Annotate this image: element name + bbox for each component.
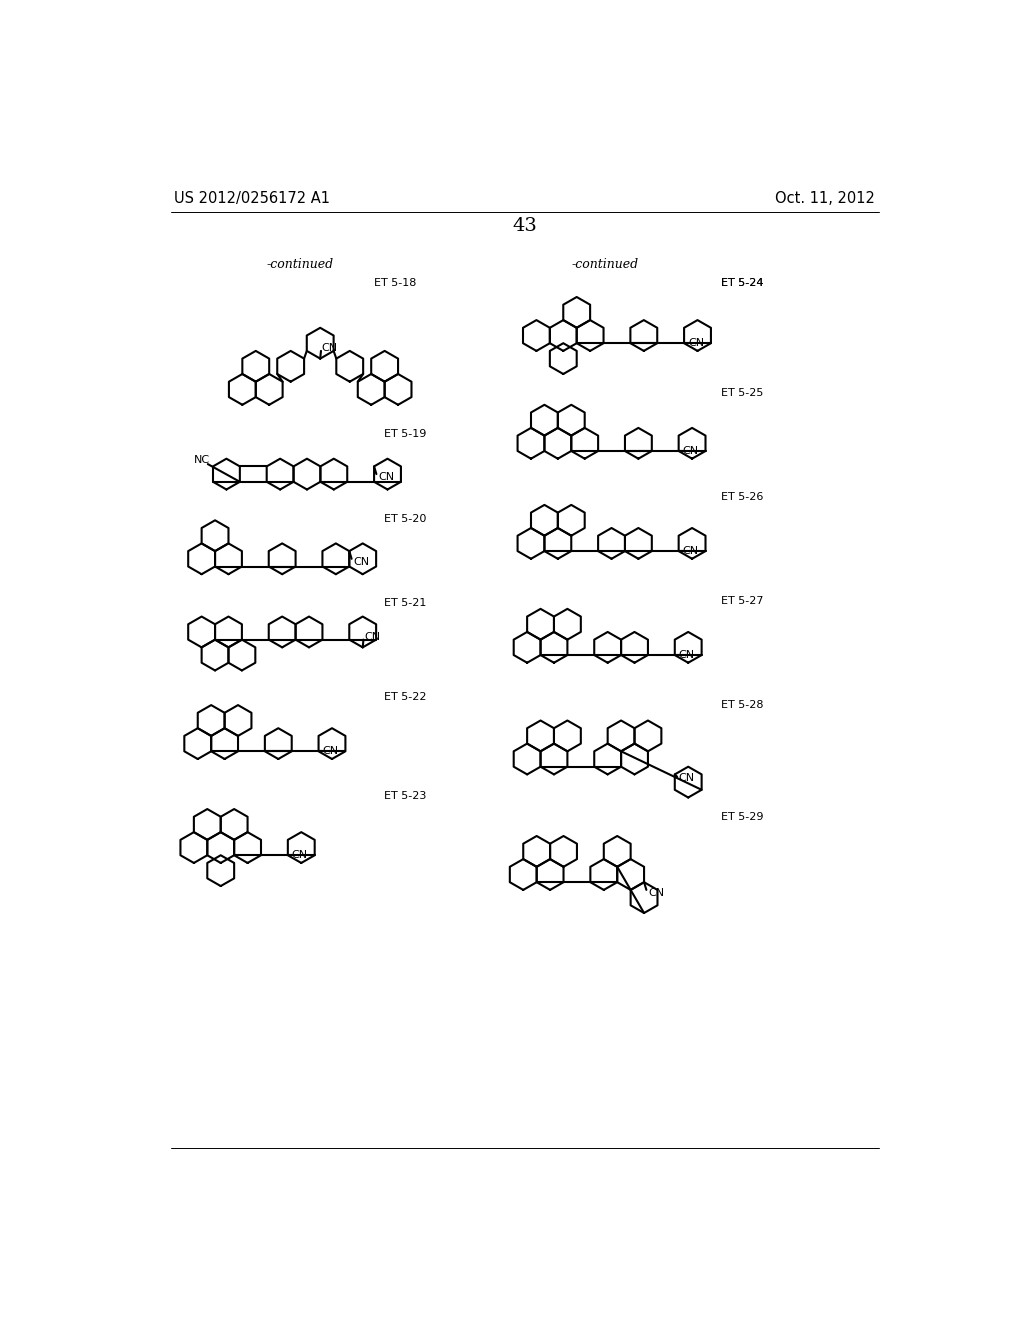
Text: ET 5-18: ET 5-18: [374, 279, 417, 288]
Text: CN: CN: [353, 557, 370, 566]
Text: -continued: -continued: [266, 259, 334, 271]
Text: CN: CN: [683, 546, 698, 556]
Text: CN: CN: [688, 338, 705, 348]
Text: CN: CN: [648, 888, 664, 898]
Text: ET 5-19: ET 5-19: [384, 429, 426, 440]
Text: ET 5-26: ET 5-26: [721, 492, 764, 502]
Text: ET 5-22: ET 5-22: [384, 693, 426, 702]
Text: CN: CN: [365, 631, 380, 642]
Text: CN: CN: [322, 343, 338, 352]
Text: CN: CN: [679, 649, 694, 660]
Text: CN: CN: [679, 774, 694, 783]
Text: NC: NC: [194, 455, 210, 465]
Text: ET 5-25: ET 5-25: [721, 388, 764, 399]
Text: -continued: -continued: [571, 259, 638, 271]
Text: ET 5-24: ET 5-24: [721, 279, 764, 288]
Text: ET 5-24: ET 5-24: [721, 279, 764, 288]
Text: ET 5-23: ET 5-23: [384, 791, 426, 801]
Text: ET 5-29: ET 5-29: [721, 812, 764, 822]
Text: CN: CN: [292, 850, 308, 861]
Text: ET 5-28: ET 5-28: [721, 700, 764, 710]
Text: Oct. 11, 2012: Oct. 11, 2012: [775, 191, 876, 206]
Text: ET 5-21: ET 5-21: [384, 598, 426, 609]
Text: 43: 43: [512, 218, 538, 235]
Text: ET 5-27: ET 5-27: [721, 597, 764, 606]
Text: US 2012/0256172 A1: US 2012/0256172 A1: [174, 191, 331, 206]
Text: CN: CN: [323, 746, 339, 756]
Text: ET 5-20: ET 5-20: [384, 513, 426, 524]
Text: CN: CN: [378, 473, 394, 482]
Text: CN: CN: [683, 446, 698, 455]
